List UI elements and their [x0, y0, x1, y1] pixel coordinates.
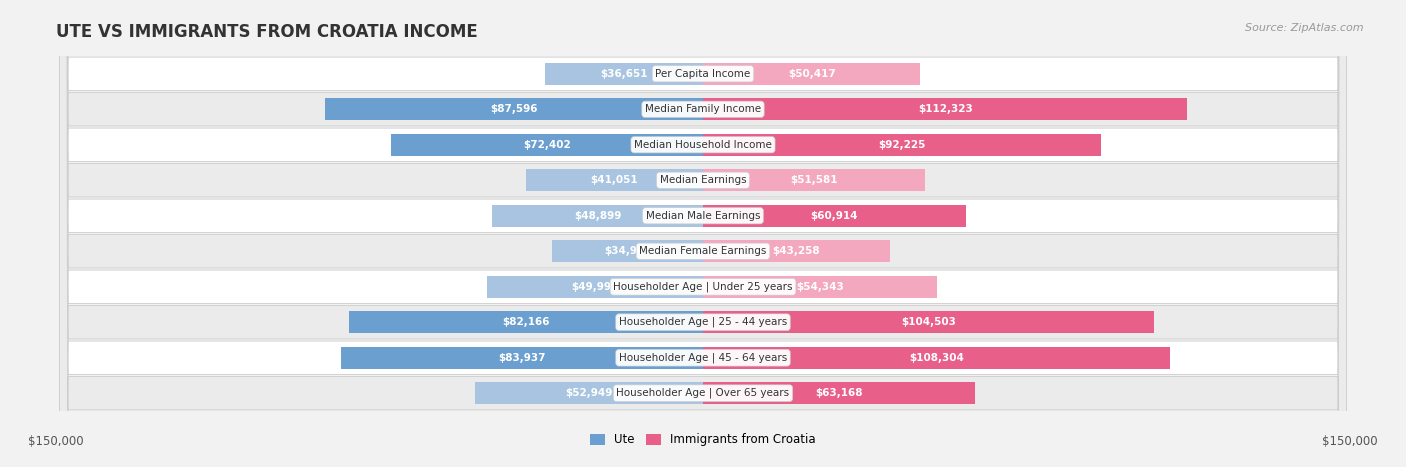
Bar: [325, 98, 703, 120]
Bar: [391, 134, 703, 156]
FancyBboxPatch shape: [59, 0, 1347, 467]
Text: $49,997: $49,997: [571, 282, 619, 292]
Text: $82,166: $82,166: [502, 317, 550, 327]
Text: $87,596: $87,596: [491, 104, 538, 114]
Text: Householder Age | 45 - 64 years: Householder Age | 45 - 64 years: [619, 353, 787, 363]
Bar: [475, 382, 703, 404]
FancyBboxPatch shape: [59, 0, 1347, 467]
Text: $36,651: $36,651: [600, 69, 648, 79]
Text: $43,258: $43,258: [772, 246, 820, 256]
Text: UTE VS IMMIGRANTS FROM CROATIA INCOME: UTE VS IMMIGRANTS FROM CROATIA INCOME: [56, 23, 478, 42]
Text: Median Earnings: Median Earnings: [659, 175, 747, 185]
Text: $52,949: $52,949: [565, 388, 613, 398]
FancyBboxPatch shape: [59, 0, 1347, 467]
Text: Per Capita Income: Per Capita Income: [655, 69, 751, 79]
Text: $112,323: $112,323: [918, 104, 973, 114]
Bar: [488, 276, 703, 298]
Text: Median Male Earnings: Median Male Earnings: [645, 211, 761, 221]
Text: $63,168: $63,168: [815, 388, 863, 398]
Text: $83,937: $83,937: [498, 353, 546, 363]
Bar: [703, 347, 1170, 369]
Text: $48,899: $48,899: [574, 211, 621, 221]
Bar: [703, 134, 1101, 156]
Text: Householder Age | Over 65 years: Householder Age | Over 65 years: [616, 388, 790, 398]
Bar: [703, 63, 921, 85]
Bar: [703, 382, 976, 404]
FancyBboxPatch shape: [59, 0, 1347, 467]
Text: $54,343: $54,343: [796, 282, 844, 292]
Text: $41,051: $41,051: [591, 175, 638, 185]
Bar: [492, 205, 703, 227]
Text: Median Female Earnings: Median Female Earnings: [640, 246, 766, 256]
Text: $60,914: $60,914: [811, 211, 858, 221]
Text: $92,225: $92,225: [879, 140, 925, 150]
Bar: [349, 311, 703, 333]
Legend: Ute, Immigrants from Croatia: Ute, Immigrants from Croatia: [586, 429, 820, 451]
FancyBboxPatch shape: [59, 0, 1347, 467]
Bar: [342, 347, 703, 369]
FancyBboxPatch shape: [59, 0, 1347, 467]
Text: $72,402: $72,402: [523, 140, 571, 150]
Text: Householder Age | 25 - 44 years: Householder Age | 25 - 44 years: [619, 317, 787, 327]
Text: Median Family Income: Median Family Income: [645, 104, 761, 114]
Bar: [703, 98, 1187, 120]
Text: $108,304: $108,304: [910, 353, 965, 363]
Text: $34,960: $34,960: [605, 246, 651, 256]
Bar: [546, 63, 703, 85]
FancyBboxPatch shape: [59, 0, 1347, 467]
Text: $104,503: $104,503: [901, 317, 956, 327]
FancyBboxPatch shape: [59, 0, 1347, 467]
Text: $51,581: $51,581: [790, 175, 838, 185]
Text: $150,000: $150,000: [28, 435, 84, 448]
Bar: [526, 169, 703, 191]
Bar: [553, 240, 703, 262]
Text: $150,000: $150,000: [1322, 435, 1378, 448]
Text: $50,417: $50,417: [787, 69, 835, 79]
Bar: [703, 311, 1153, 333]
Bar: [703, 240, 890, 262]
Bar: [703, 276, 938, 298]
FancyBboxPatch shape: [59, 0, 1347, 467]
Text: Householder Age | Under 25 years: Householder Age | Under 25 years: [613, 282, 793, 292]
Bar: [703, 205, 966, 227]
Text: Median Household Income: Median Household Income: [634, 140, 772, 150]
Bar: [703, 169, 925, 191]
Text: Source: ZipAtlas.com: Source: ZipAtlas.com: [1246, 23, 1364, 33]
FancyBboxPatch shape: [59, 0, 1347, 467]
